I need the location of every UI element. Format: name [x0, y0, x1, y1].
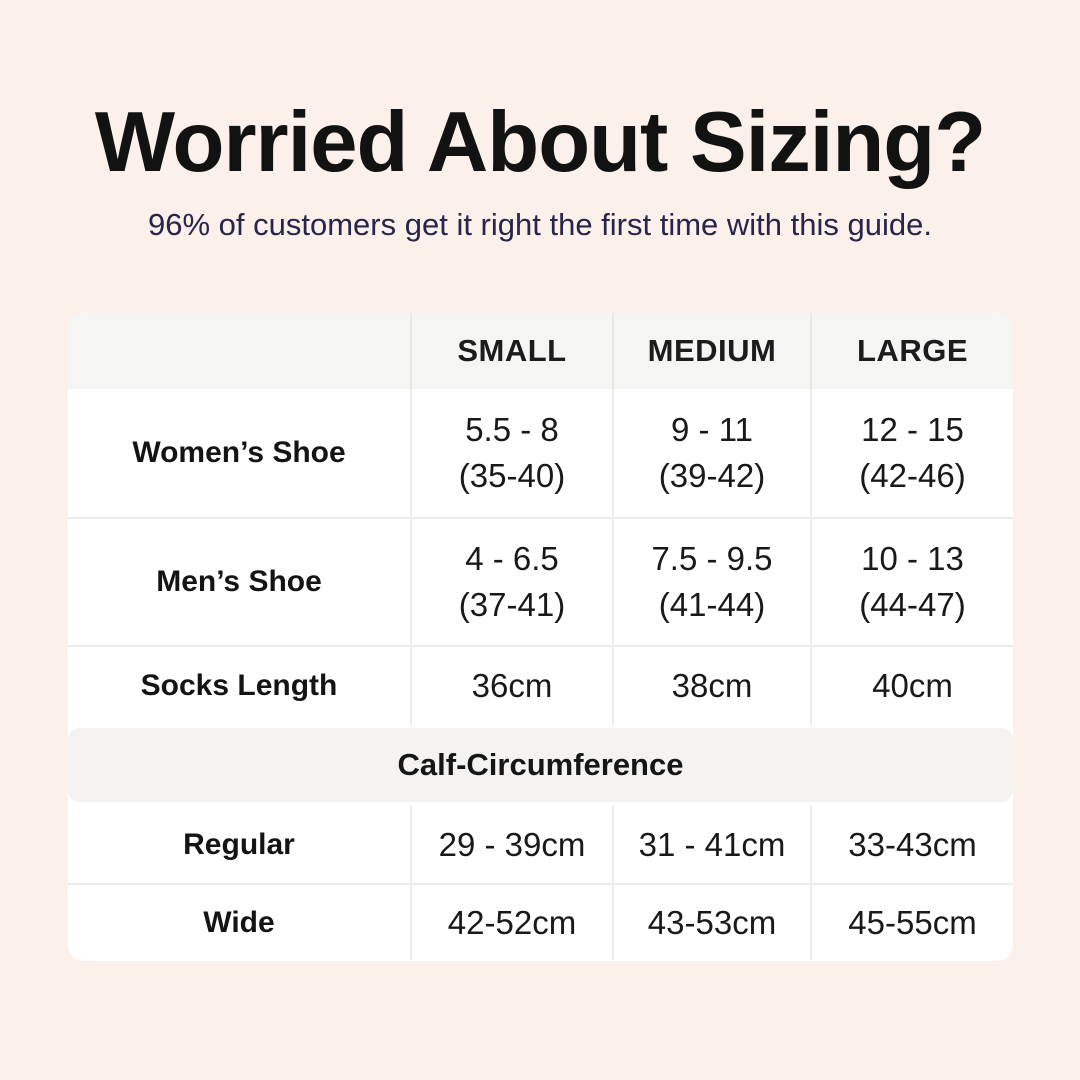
wide-medium-value: 43-53cm: [612, 885, 810, 960]
row-label-mens-shoe: Men’s Shoe: [156, 565, 322, 599]
womens-shoe-large-value: 12 - 15 (42-46): [810, 389, 1013, 517]
table-row-regular: Regular 29 - 39cm 31 - 41cm 33-43cm: [68, 806, 1013, 883]
page-subtitle: 96% of customers get it right the first …: [148, 207, 932, 242]
mens-shoe-medium-value: 7.5 - 9.5 (41-44): [612, 519, 810, 645]
regular-medium-value: 31 - 41cm: [612, 806, 810, 883]
table-row-socks-length: Socks Length 36cm 38cm 40cm: [68, 645, 1013, 725]
col-header-empty: [68, 313, 410, 389]
row-label-socks-length: Socks Length: [140, 669, 338, 703]
size-table: SMALL MEDIUM LARGE Women’s Shoe 5.5 - 8 …: [68, 313, 1013, 961]
regular-large-value: 33-43cm: [810, 806, 1013, 883]
section-header-calf-circumference: Calf-Circumference: [68, 728, 1013, 802]
womens-shoe-medium-value: 9 - 11 (39-42): [612, 389, 810, 517]
table-header-row: SMALL MEDIUM LARGE: [68, 313, 1013, 389]
table-row-mens-shoe: Men’s Shoe 4 - 6.5 (37-41) 7.5 - 9.5 (41…: [68, 517, 1013, 645]
row-label-wide: Wide: [203, 905, 275, 939]
row-label-regular: Regular: [183, 827, 295, 861]
row-label-womens-shoe: Women’s Shoe: [132, 436, 346, 470]
socks-length-medium-value: 38cm: [612, 647, 810, 725]
table-row-womens-shoe: Women’s Shoe 5.5 - 8 (35-40) 9 - 11 (39-…: [68, 389, 1013, 517]
mens-shoe-large-value: 10 - 13 (44-47): [810, 519, 1013, 645]
wide-small-value: 42-52cm: [410, 885, 612, 960]
womens-shoe-small-value: 5.5 - 8 (35-40): [410, 389, 612, 517]
page-title: Worried About Sizing?: [94, 95, 986, 190]
table-row-wide: Wide 42-52cm 43-53cm 45-55cm: [68, 883, 1013, 960]
socks-length-large-value: 40cm: [810, 647, 1013, 725]
mens-shoe-small-value: 4 - 6.5 (37-41): [410, 519, 612, 645]
socks-length-small-value: 36cm: [410, 647, 612, 725]
col-header-large: LARGE: [810, 313, 1013, 389]
wide-large-value: 45-55cm: [810, 885, 1013, 960]
col-header-medium: MEDIUM: [612, 313, 810, 389]
col-header-small: SMALL: [410, 313, 612, 389]
regular-small-value: 29 - 39cm: [410, 806, 612, 883]
